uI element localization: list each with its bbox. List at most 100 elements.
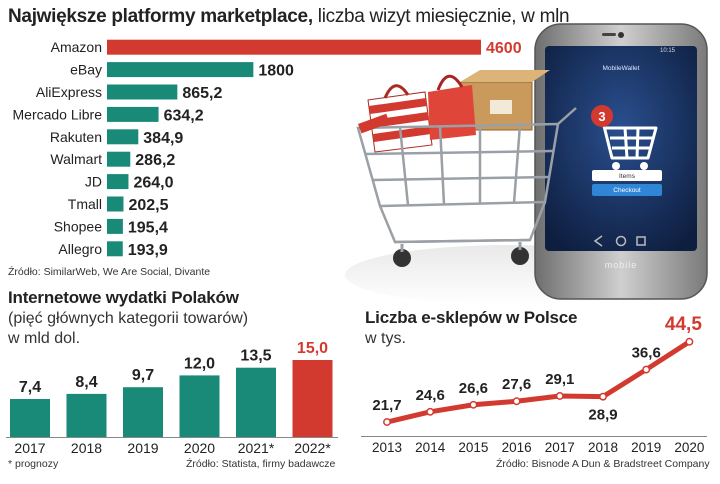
bar xyxy=(107,39,481,55)
data-point xyxy=(642,365,651,374)
x-tick-label: 2013 xyxy=(372,440,402,455)
bar xyxy=(66,393,107,437)
bar xyxy=(107,174,129,190)
data-point xyxy=(469,400,478,409)
data-point xyxy=(383,418,391,426)
bar xyxy=(107,196,124,212)
items-label: Items xyxy=(619,173,636,180)
bar-category-label: Rakuten xyxy=(50,129,102,145)
marketplace-source: Źródło: SimilarWeb, We Are Social, Divan… xyxy=(8,266,211,278)
cart-badge-count: 3 xyxy=(598,109,605,124)
bar-category-label: Walmart xyxy=(50,151,102,167)
x-tick-label: 2019 xyxy=(631,440,661,455)
point-value-label: 24,6 xyxy=(416,387,445,404)
cart-wheel-icon xyxy=(511,247,529,265)
bar xyxy=(107,84,178,100)
checkout-label: Checkout xyxy=(613,187,641,194)
x-tick-label: 2018 xyxy=(71,440,102,456)
data-point xyxy=(555,392,564,400)
bar xyxy=(107,129,139,145)
cart-wheel-icon xyxy=(612,162,620,170)
bar xyxy=(107,151,131,167)
bar-value-label: 12,0 xyxy=(184,355,215,372)
marketplace-bar-chart: Amazon 4600 eBay 1800 AliExpress 865,2 Mercado… xyxy=(13,39,522,259)
point-value-label: 29,1 xyxy=(545,371,574,388)
bar-value-label: 193,9 xyxy=(128,242,168,259)
bar-value-label: 634,2 xyxy=(164,107,204,124)
cart-wheel-icon xyxy=(393,249,411,267)
x-tick-label: 2016 xyxy=(502,440,532,455)
x-tick-label: 2020 xyxy=(184,440,215,456)
bar-category-label: eBay xyxy=(70,62,102,78)
bar xyxy=(107,218,123,234)
smartphone-icon: 10:15 MobileWallet 3 Items Checkout mobi… xyxy=(534,23,708,300)
bar-value-label: 202,5 xyxy=(128,197,168,214)
home-icon xyxy=(615,235,627,247)
bar-value-label: 1800 xyxy=(258,63,294,80)
shopping-illustration: 10:15 MobileWallet 3 Items Checkout mobi… xyxy=(345,23,708,305)
bar-category-label: Tmall xyxy=(68,196,102,212)
main-title-bold: Największe platformy marketplace, xyxy=(8,6,313,27)
bar-value-label: 9,7 xyxy=(132,367,154,384)
point-value-label: 36,6 xyxy=(632,345,661,362)
spending-source: Źródło: Statista, firmy badawcze xyxy=(186,458,336,470)
eshops-chart-subtitle: w tys. xyxy=(365,330,406,347)
checkout-button[interactable] xyxy=(592,184,662,196)
eshops-line-chart: 21,7 2013 24,6 2014 26,6 2015 27,6 2016 29,1 2017… xyxy=(361,314,707,455)
back-icon xyxy=(593,235,603,247)
point-value-label: 27,6 xyxy=(502,376,531,393)
bar-value-label: 8,4 xyxy=(75,374,97,391)
bar xyxy=(292,360,333,437)
bar-value-label: 15,0 xyxy=(297,340,328,357)
point-value-label: 28,9 xyxy=(588,407,617,424)
x-tick-label: 2018 xyxy=(588,440,618,455)
cart-badge xyxy=(591,105,613,127)
spending-chart-subtitle-2: w mld dol. xyxy=(8,330,81,347)
x-tick-label: 2021* xyxy=(238,440,275,456)
point-value-label: 26,6 xyxy=(459,380,488,397)
spending-bar-chart: 7,4 2017 8,4 2018 9,7 2019 12,0 2020 13,5 2021* 15… xyxy=(6,340,338,456)
data-point xyxy=(512,397,521,406)
bar-value-label: 4600 xyxy=(486,40,522,57)
main-title-rest: liczba wizyt miesięcznie, w mln xyxy=(312,6,570,27)
main-title: Największe platformy marketplace, liczba… xyxy=(8,6,570,28)
data-point xyxy=(685,337,694,346)
recent-apps-icon xyxy=(636,236,646,246)
x-tick-label: 2022* xyxy=(294,440,331,456)
bar-value-label: 13,5 xyxy=(240,348,271,365)
items-button[interactable] xyxy=(592,170,662,181)
x-tick-label: 2015 xyxy=(458,440,488,455)
x-tick-label: 2020 xyxy=(674,440,704,455)
series-line xyxy=(384,339,692,425)
bar-value-label: 384,9 xyxy=(143,130,183,147)
bar xyxy=(107,106,159,122)
bar-value-label: 286,2 xyxy=(135,152,175,169)
bar-category-label: JD xyxy=(85,174,102,190)
phone-app-title: MobileWallet xyxy=(603,65,640,72)
bar-category-label: AliExpress xyxy=(36,84,102,100)
cart-wheel-icon xyxy=(640,162,648,170)
bar-value-label: 195,4 xyxy=(128,219,168,236)
point-value-label: 21,7 xyxy=(372,397,401,414)
bar xyxy=(107,241,123,257)
x-tick-label: 2017 xyxy=(14,440,45,456)
data-point xyxy=(426,407,435,416)
phone-brand: mobile xyxy=(605,260,638,270)
eshops-source: Źródło: Bisnode A Dun & Bradstreet Compa… xyxy=(496,458,710,470)
bar-category-label: Shopee xyxy=(54,218,102,234)
point-value-label: 44,5 xyxy=(665,314,702,335)
spending-chart-title: Internetowe wydatki Polaków xyxy=(8,288,239,307)
spending-chart-subtitle-1: (pięć głównych kategorii towarów) xyxy=(8,310,249,327)
bar xyxy=(179,375,220,437)
x-tick-label: 2014 xyxy=(415,440,446,455)
bar xyxy=(123,387,163,437)
bar-category-label: Mercado Libre xyxy=(13,106,103,122)
eshops-chart-title: Liczba e-sklepów w Polsce xyxy=(365,308,578,327)
bar-value-label: 865,2 xyxy=(182,85,222,102)
phone-time: 10:15 xyxy=(660,48,676,54)
bar xyxy=(236,367,276,437)
x-tick-label: 2019 xyxy=(127,440,158,456)
shopping-cart-icon xyxy=(356,70,577,267)
bar xyxy=(107,62,254,78)
bar-value-label: 264,0 xyxy=(133,175,173,192)
